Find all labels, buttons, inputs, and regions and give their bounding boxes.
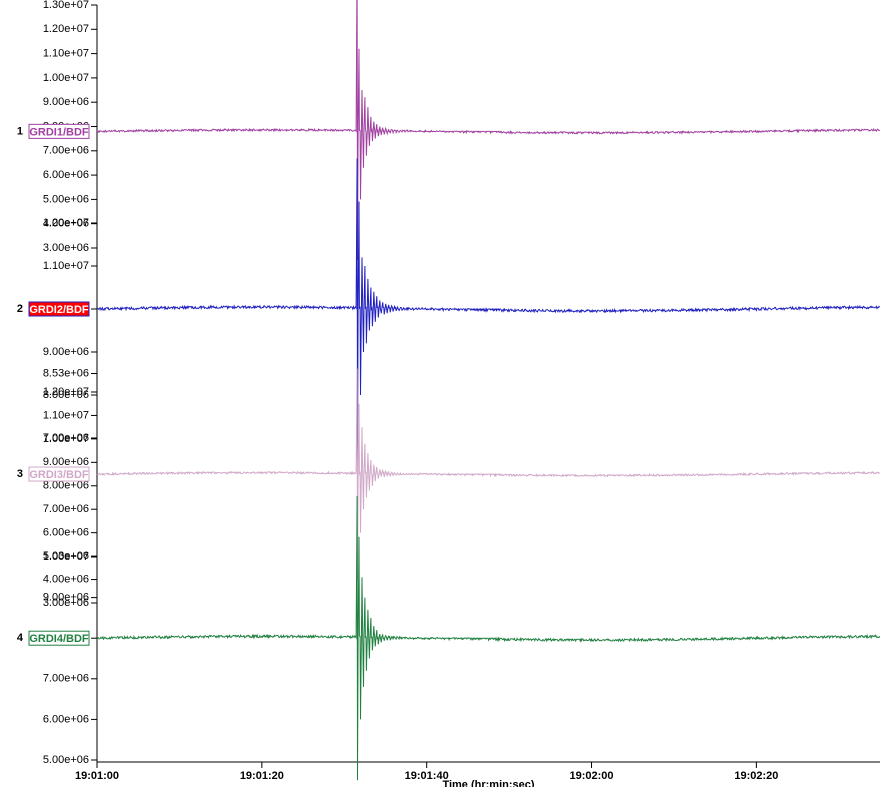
x-tick-label: 19:02:20 — [734, 770, 778, 782]
y-tick-label: 5.00e+06 — [43, 754, 89, 766]
y-tick-label: 7.00e+06 — [43, 145, 89, 157]
trace-index: 1 — [17, 125, 23, 137]
y-tick-label: 8.53e+06 — [43, 367, 89, 379]
y-tick-label: 1.20e+07 — [43, 23, 89, 35]
x-axis-label: Time (hr:min:sec) — [442, 779, 534, 787]
y-tick-label: 3.00e+06 — [43, 242, 89, 254]
trace-label: GRDI2/BDF — [29, 304, 89, 316]
y-tick-label: 6.00e+06 — [43, 527, 89, 539]
y-tick-label: 9.00e+06 — [43, 96, 89, 108]
y-tick-label: 7.00e+06 — [43, 503, 89, 515]
y-tick-label: 1.10e+07 — [43, 48, 89, 60]
waveform-trace — [97, 369, 880, 580]
y-tick-label: 7.00e+06 — [43, 673, 89, 685]
y-tick-label: 9.00e+06 — [43, 456, 89, 468]
y-tick-label: 4.00e+06 — [43, 573, 89, 585]
y-tick-label: 1.00e+07 — [43, 551, 89, 563]
y-tick-label: 1.00e+07 — [43, 433, 89, 445]
y-tick-label: 5.00e+06 — [43, 193, 89, 205]
y-tick-label: 6.00e+06 — [43, 169, 89, 181]
y-tick-label: 1.00e+07 — [43, 72, 89, 84]
trace-label: GRDI4/BDF — [29, 633, 89, 645]
trace-index: 3 — [17, 468, 23, 480]
y-tick-label: 1.20e+07 — [43, 386, 89, 398]
y-tick-label: 1.10e+07 — [43, 260, 89, 272]
y-tick-label: 6.00e+06 — [43, 713, 89, 725]
x-tick-label: 19:01:00 — [75, 770, 119, 782]
trace-label: GRDI3/BDF — [29, 469, 89, 481]
y-tick-label: 1.30e+07 — [43, 0, 89, 11]
seismogram-chart: 19:01:0019:01:2019:01:4019:02:0019:02:20… — [0, 0, 885, 787]
y-tick-label: 9.00e+06 — [43, 346, 89, 358]
waveform-trace — [97, 0, 880, 260]
waveform-trace — [97, 159, 880, 460]
y-tick-label: 1.10e+07 — [43, 409, 89, 421]
waveform-trace — [97, 496, 880, 780]
trace-index: 4 — [17, 632, 24, 644]
y-tick-label: 9.00e+06 — [43, 592, 89, 604]
trace-index: 2 — [17, 303, 23, 315]
x-tick-label: 19:02:00 — [570, 770, 614, 782]
trace-label: GRDI1/BDF — [29, 126, 89, 138]
x-tick-label: 19:01:20 — [240, 770, 284, 782]
y-tick-label: 1.20e+07 — [43, 217, 89, 229]
